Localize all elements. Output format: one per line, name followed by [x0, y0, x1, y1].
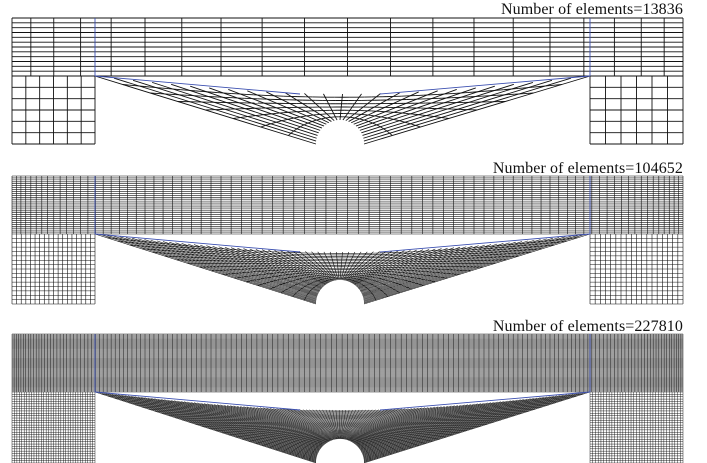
mesh-medium: [11, 175, 684, 305]
mesh-lines: [11, 333, 684, 463]
element-count-caption: Number of elements=227810: [492, 318, 683, 335]
mesh-panel-coarse: Number of elements=13836: [0, 0, 707, 150]
mesh-coarse: [11, 17, 684, 145]
hole: [316, 439, 364, 463]
hole: [316, 120, 364, 144]
hole: [316, 280, 364, 304]
mesh-panel-fine: Number of elements=227810: [0, 316, 707, 463]
mesh-lines: [11, 17, 684, 145]
mesh-fine: [11, 333, 684, 463]
mesh-lines: [11, 175, 684, 305]
element-count-caption: Number of elements=13836: [500, 1, 683, 18]
element-count-caption: Number of elements=104652: [492, 160, 683, 177]
mesh-panel-medium: Number of elements=104652: [0, 158, 707, 308]
